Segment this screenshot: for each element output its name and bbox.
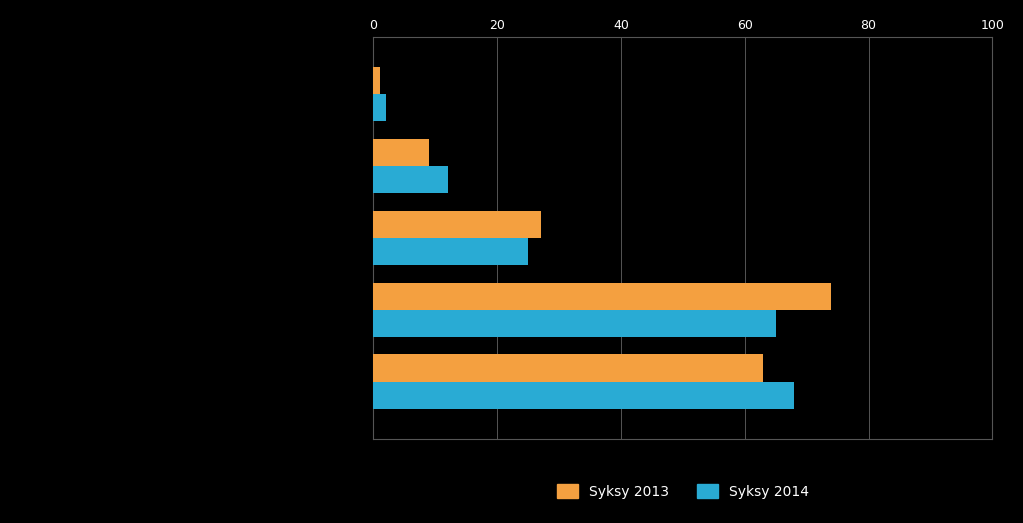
- Bar: [373, 382, 794, 409]
- Bar: [373, 355, 763, 382]
- Bar: [373, 238, 528, 265]
- Bar: [373, 94, 386, 121]
- Bar: [373, 166, 448, 194]
- Bar: [373, 211, 540, 238]
- Bar: [373, 282, 832, 310]
- Bar: [373, 67, 380, 94]
- Bar: [373, 310, 775, 337]
- Bar: [373, 139, 429, 166]
- Legend: Syksy 2013, Syksy 2014: Syksy 2013, Syksy 2014: [551, 479, 814, 504]
